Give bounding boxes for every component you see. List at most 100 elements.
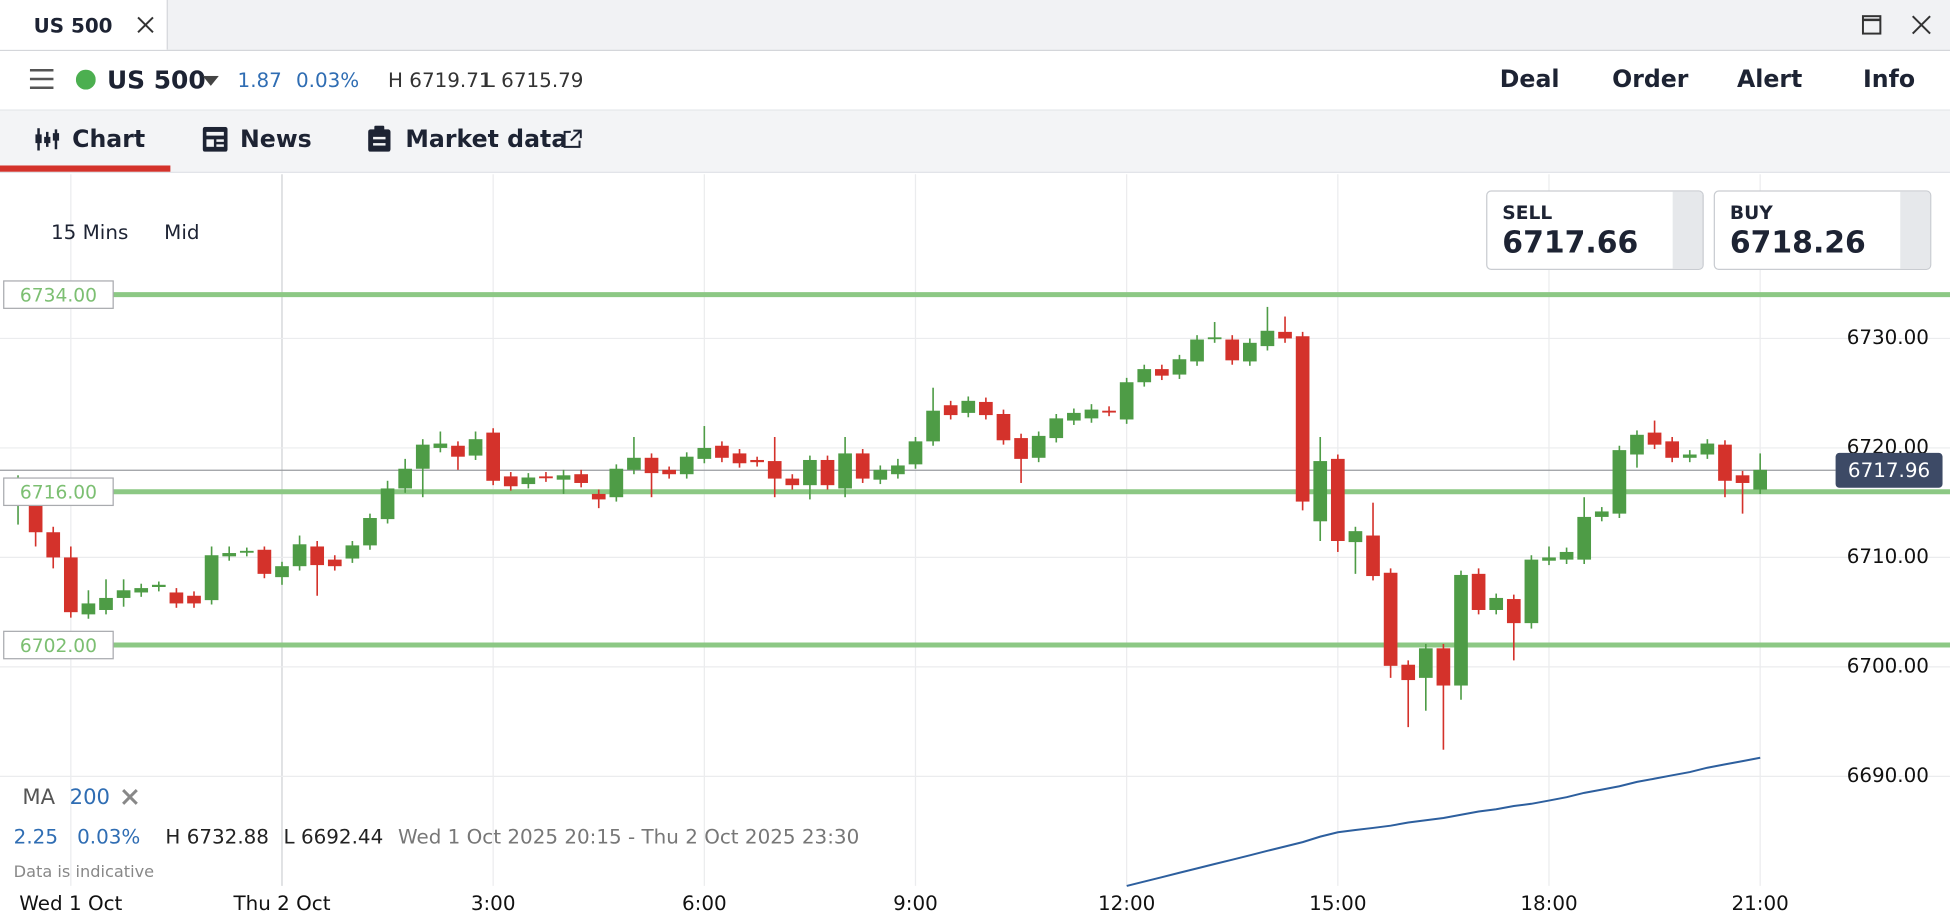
info-button[interactable]: Info (1862, 65, 1916, 94)
candle (1735, 470, 1750, 514)
maximize-icon[interactable] (1861, 15, 1882, 35)
candle-body (891, 465, 905, 475)
y-tick-label: 6710.00 (1847, 545, 1929, 568)
buy-strip (1900, 191, 1931, 269)
candle (63, 546, 78, 618)
candle (591, 489, 606, 509)
candle (908, 436, 923, 469)
candle (715, 441, 729, 463)
candle-body (1718, 444, 1732, 481)
chart-tab[interactable]: Chart (0, 111, 171, 172)
buy-label: BUY (1729, 201, 1773, 224)
market-data-tab[interactable]: Market data (366, 111, 590, 172)
candle-body (1102, 410, 1116, 413)
candle-body (803, 459, 817, 486)
candle-body (187, 595, 201, 604)
instrument-name[interactable]: US 500 (106, 64, 206, 95)
tab-close-icon[interactable] (137, 16, 154, 34)
candle (1172, 354, 1187, 379)
candle (1049, 413, 1064, 443)
candle-body (1225, 339, 1240, 361)
candle-body (1014, 438, 1028, 459)
close-icon[interactable] (1911, 15, 1931, 35)
candle-body (820, 459, 835, 486)
range-low: L 6692.44 (283, 824, 384, 849)
price-type-selector[interactable]: Mid (164, 220, 200, 244)
candle (855, 449, 870, 483)
candle (310, 541, 325, 596)
window-tab[interactable]: US 500 (0, 0, 168, 50)
remove-indicator-icon[interactable] (122, 789, 138, 805)
x-tick-label: Thu 2 Oct (232, 892, 330, 915)
candle-body (1260, 330, 1275, 347)
candle (1348, 526, 1363, 574)
deal-button[interactable]: Deal (1499, 65, 1560, 94)
candle-body (627, 457, 641, 470)
dropdown-caret[interactable] (202, 75, 219, 86)
candle (1524, 555, 1539, 629)
candle (820, 455, 835, 490)
buy-button[interactable]: BUY 6718.26 (1713, 190, 1932, 271)
candle-body (750, 459, 764, 463)
candle-body (996, 413, 1011, 441)
candle-body (943, 405, 958, 416)
candle (1630, 430, 1644, 468)
candle-body (1190, 339, 1204, 362)
candle-body (1647, 432, 1662, 445)
candle (398, 458, 413, 493)
candle-body (398, 468, 413, 489)
interval-selector[interactable]: 15 Mins (50, 220, 129, 244)
candle (1278, 316, 1292, 343)
candle-body (310, 546, 325, 566)
candle-body (908, 441, 923, 465)
candle (521, 473, 536, 489)
candle-body (1348, 531, 1363, 543)
candle-body (1049, 418, 1064, 439)
candle-body (1577, 516, 1592, 560)
candle-body (574, 474, 588, 483)
candle-body (1418, 648, 1433, 678)
candle-body (1665, 441, 1680, 458)
candle (1225, 335, 1240, 365)
candle (1102, 406, 1116, 417)
news-tab[interactable]: News (199, 111, 323, 172)
candle (81, 590, 96, 619)
candle (1559, 547, 1574, 565)
candle-body (1330, 458, 1345, 542)
level-label: 6702.00 (20, 636, 97, 657)
candle (151, 581, 166, 592)
candle (1137, 364, 1152, 387)
candle (380, 480, 395, 524)
candle-body (1542, 557, 1556, 561)
candle-body (926, 410, 940, 442)
range-change-percent: 0.03% (77, 824, 141, 849)
candle-body (415, 444, 430, 469)
candle (556, 469, 571, 494)
alert-button[interactable]: Alert (1736, 65, 1803, 94)
candle-body (838, 453, 852, 489)
candle (1489, 593, 1504, 615)
x-tick-label: 6:00 (682, 892, 727, 915)
candle-body (1436, 648, 1451, 686)
candle (891, 458, 905, 479)
sell-button[interactable]: SELL 6717.66 (1486, 190, 1704, 271)
candle-body (609, 468, 624, 498)
candle (767, 436, 782, 498)
candle (1295, 331, 1310, 511)
candle-body (1137, 369, 1152, 383)
candle-body (556, 475, 571, 480)
candle-body (292, 544, 307, 567)
menu-icon[interactable] (29, 68, 54, 89)
candle (961, 396, 976, 418)
candle-body (451, 445, 465, 457)
candle (539, 472, 553, 482)
candle (222, 546, 237, 561)
candle-body (1401, 664, 1416, 681)
chart-tab-label: Chart (72, 125, 146, 154)
news-tab-label: News (240, 125, 312, 154)
candle (433, 431, 448, 453)
candle (609, 464, 624, 502)
candle-body (1682, 454, 1697, 458)
candle (1700, 439, 1715, 459)
order-button[interactable]: Order (1612, 65, 1689, 94)
